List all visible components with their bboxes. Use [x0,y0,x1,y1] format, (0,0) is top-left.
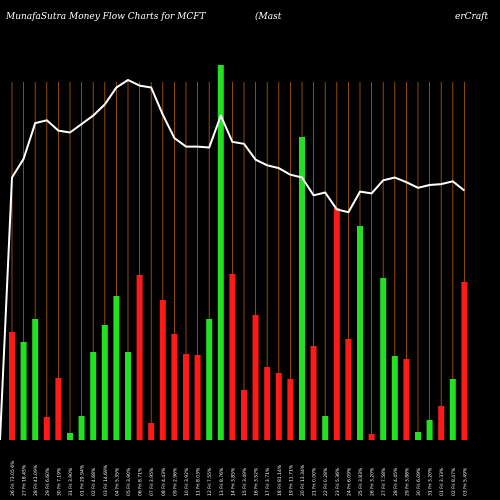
money-flow-bar [113,296,120,440]
x-tick-label: 16 Fri 3.52% [254,467,260,496]
x-tick-label: 17 Fri 3.71% [265,467,271,496]
money-flow-bar [345,339,352,440]
x-tick-labels: 26 Fri 73.05 6% 27 Fri 18.45% 28 Fri 41.09… [10,460,468,496]
money-flow-bar [217,65,224,440]
x-tick-label: 18 Fri 81.14% [277,464,283,496]
money-flow-bar [194,355,201,440]
money-flow-bar [415,432,421,440]
x-tick-label: 02 Fri 4.68% [91,467,97,496]
money-flow-bar [391,356,398,440]
money-flow-bar [322,416,329,440]
x-tick-label: 03 Fri 14.69% [103,464,109,496]
x-tick-label: 09 Fri 2.96% [172,467,178,496]
money-flow-bars [9,65,468,440]
x-tick-label: 31 Fri 3.90% [68,467,74,496]
money-flow-bar [43,417,50,440]
x-tick-label: 04 Fri 5.35% [114,467,120,496]
money-flow-bar [55,378,62,440]
money-flow-bar [333,208,340,440]
money-flow-bar [449,379,456,440]
x-tick-label: 11 Fri 8.03% [196,467,202,496]
x-tick-label: 06 Fri 8.71% [138,467,144,496]
x-tick-label: 26 Fri 73.05 6% [10,460,16,496]
money-flow-bar [90,352,97,440]
x-tick-label: 25 Fri 3.83% [358,467,364,496]
money-flow-bar [287,379,294,440]
money-flow-bar [275,373,282,440]
money-flow-bar [368,434,375,440]
x-tick-label: 14 Fri 3.85% [230,467,236,496]
x-tick-label: 01 Fri 3.33% [439,467,445,496]
money-flow-bar [136,275,143,440]
money-flow-bar [380,278,387,440]
x-tick-label: 03 Fri 5.49% [462,467,468,496]
money-flow-bar [148,423,155,440]
chart-title-company: (Mast [255,12,282,22]
x-tick-label: 27 Fri 18.45% [22,464,28,496]
x-tick-label: 28 Fri 4.45% [393,467,399,496]
x-tick-label: 30 Fri 7.19% [56,467,62,496]
money-flow-bar [229,274,236,440]
x-tick-label: 22 Fri 0.28% [323,467,329,496]
x-tick-label: 01 Fri 29.94% [80,464,86,496]
money-flow-bar [299,137,305,440]
money-flow-bar [20,342,27,440]
x-tick-label: 23 Fri 5.36% [335,467,341,496]
x-tick-label: 02 Fri 8.47% [451,467,457,496]
money-flow-bar [171,334,178,440]
money-flow-bar [101,325,108,440]
x-tick-label: 19 Fri 11.71% [288,464,294,496]
x-tick-label: 28 Fri 41.09% [33,464,39,496]
x-tick-label: 24 Fri 6.09% [346,467,352,496]
x-tick-label: 15 Fri 3.49% [242,467,248,496]
x-tick-label: 07 Fri 3.95% [149,467,155,496]
money-flow-bar [252,315,259,440]
x-tick-label: 12 Fri 7.55% [207,467,213,496]
money-flow-bar [67,433,73,440]
money-flow-bar [403,359,410,440]
money-flow-bar [78,416,85,440]
money-flow-bar [206,319,213,440]
x-tick-label: 10 Fri 3.92% [184,467,190,496]
money-flow-bar [9,332,15,440]
money-flow-bar [438,406,445,440]
x-tick-label: 29 Fri 3.88% [404,467,410,496]
money-flow-bar [159,300,166,440]
x-tick-label: 13 Fri 8.76% [219,467,225,496]
x-tick-label: 26 Fri 3.20% [370,467,376,496]
money-flow-bar [183,354,189,440]
x-tick-label: 21 Fri 0.00% [312,467,318,496]
money-flow-bar [426,420,433,440]
x-tick-label: 30 Fri 6.09% [416,467,422,496]
money-flow-bar [32,319,39,440]
money-flow-bar [357,226,363,440]
price-line [0,79,466,441]
x-tick-label: 08 Fri 4.43% [161,467,167,496]
x-tick-label: 05 Fri 3.90% [126,467,132,496]
x-tick-label: 20 Fri 13.34% [300,464,306,496]
money-flow-bar [264,367,271,440]
x-tick-label: 29 Fri 6.60% [45,467,51,496]
money-flow-bar [241,390,247,440]
chart-title-company-cont: erCraft [455,12,489,22]
x-tick-label: 27 Fri 7.58% [381,467,387,496]
money-flow-bar [461,282,468,440]
price-line-layer [0,79,466,441]
chart-title: MunafaSutra Money Flow Charts for MCFT [6,12,206,22]
money-flow-bar [125,352,131,440]
x-tick-label: 31 Fri 3.20% [428,467,434,496]
money-flow-bar [310,346,317,440]
